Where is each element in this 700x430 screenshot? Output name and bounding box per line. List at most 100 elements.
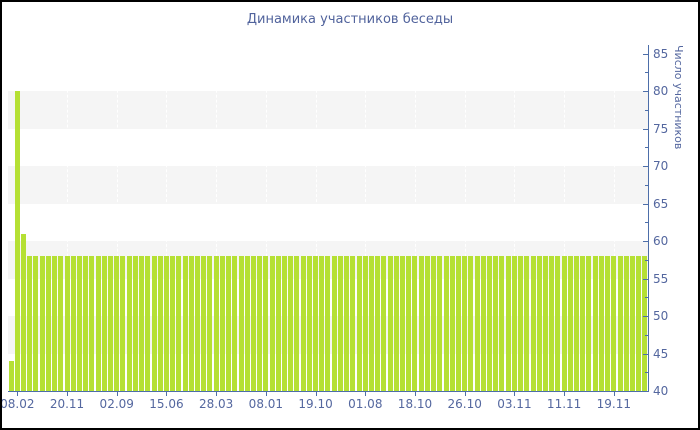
y-tick [643, 53, 648, 55]
bar [226, 256, 232, 391]
vertical-gridline [216, 45, 218, 391]
bar [33, 256, 39, 391]
x-tick-label: 20.11 [49, 397, 85, 411]
bar [64, 256, 70, 391]
y-minor-tick [645, 222, 648, 224]
bar [462, 256, 468, 391]
bar [95, 256, 101, 391]
y-tick [643, 278, 648, 280]
bar [313, 256, 319, 391]
plot-area [8, 45, 648, 391]
bar [605, 256, 611, 391]
bar [182, 256, 188, 391]
bar [393, 256, 399, 391]
y-minor-tick [645, 147, 648, 149]
bar [120, 256, 126, 391]
x-tick-label: 02.09 [99, 397, 134, 411]
bar [45, 256, 51, 391]
bar [238, 256, 244, 391]
bar [642, 256, 648, 391]
bar [431, 256, 437, 391]
vertical-gridline [315, 45, 317, 391]
bar [561, 256, 567, 391]
x-tick [514, 392, 516, 396]
y-minor-tick [645, 109, 648, 111]
y-minor-tick [645, 184, 648, 186]
y-minor-tick [645, 259, 648, 261]
bar [592, 256, 598, 391]
chart-title: Динамика участников беседы [246, 12, 454, 27]
bar [282, 256, 287, 391]
bar [70, 256, 76, 391]
y-minor-tick [645, 372, 648, 374]
vertical-gridline [464, 45, 466, 391]
bar [375, 256, 381, 391]
bar [530, 256, 536, 391]
vertical-gridline [514, 45, 516, 391]
bar [368, 256, 374, 391]
y-axis-line [648, 45, 649, 392]
y-tick [643, 353, 648, 355]
bar [542, 256, 548, 391]
bar [493, 256, 499, 391]
bar [76, 256, 82, 391]
bar [567, 256, 573, 391]
bar [350, 256, 356, 391]
bar [505, 256, 511, 391]
bar [319, 256, 325, 391]
x-tick [116, 392, 118, 396]
vertical-gridline [67, 45, 69, 391]
x-tick [67, 392, 69, 396]
y-tick [643, 166, 648, 167]
bar [114, 256, 120, 391]
bar [300, 256, 306, 391]
bar [250, 256, 256, 391]
x-tick-label: 08.02 [0, 397, 35, 411]
bar [449, 256, 455, 391]
bar [325, 256, 331, 391]
bar [549, 256, 555, 391]
y-tick [643, 203, 648, 205]
x-tick-label: 08.01 [248, 397, 284, 411]
y-tick [643, 91, 648, 92]
y-tick-label: 65 [653, 196, 669, 211]
bar [269, 256, 275, 391]
x-tick [265, 392, 267, 396]
x-tick [166, 392, 168, 396]
bar [52, 256, 58, 391]
y-tick-label: 50 [653, 309, 669, 323]
vertical-gridline [564, 45, 566, 391]
x-tick-label: 26.10 [447, 397, 482, 411]
bar [244, 256, 250, 391]
bar [468, 256, 474, 391]
bar [499, 256, 505, 391]
bar [145, 256, 151, 391]
y-tick-label: 85 [653, 46, 669, 61]
y-tick [643, 241, 648, 242]
bar [617, 256, 623, 391]
x-tick-label: 11.11 [546, 397, 582, 411]
bar [83, 256, 89, 391]
y-tick-label: 70 [653, 159, 669, 173]
bar [8, 361, 14, 391]
bar [344, 256, 350, 391]
grid-band [8, 166, 648, 204]
bar [21, 233, 27, 391]
bar [424, 256, 430, 391]
bar [480, 256, 486, 391]
bar [288, 256, 294, 391]
bar [126, 256, 132, 391]
bar [400, 256, 406, 391]
bar [207, 256, 213, 391]
bar [381, 256, 387, 391]
x-tick [315, 392, 317, 396]
bar [524, 256, 530, 391]
bar [213, 256, 219, 391]
y-tick-label: 80 [653, 84, 669, 98]
x-tick-label: 15.06 [149, 397, 184, 411]
bar [623, 256, 629, 391]
bar [108, 256, 114, 391]
bar [58, 256, 64, 391]
y-tick [643, 128, 648, 130]
